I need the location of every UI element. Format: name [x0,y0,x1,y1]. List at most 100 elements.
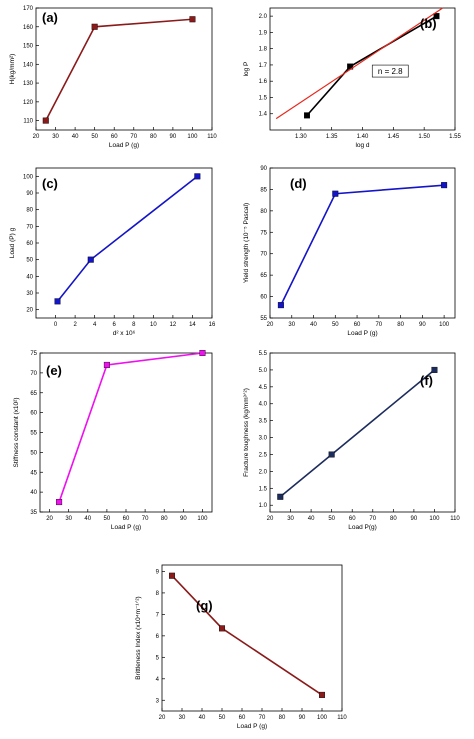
data-point [218,625,225,632]
x-tick-label: 100 [197,516,208,522]
plot-frame [269,167,456,319]
y-tick-label: 85 [260,187,267,193]
y-tick-label: 4.0 [259,402,268,408]
x-tick-label: 1.40 [357,134,369,140]
y-axis-label: log P [243,62,250,77]
x-tick-label: 10 [150,322,157,328]
x-tick-label: 20 [33,134,40,140]
panel-label: (a) [42,10,58,25]
y-tick-label: 170 [23,6,34,12]
x-tick-label: 90 [299,715,306,721]
series-line [306,15,437,116]
x-axis-label: Load P (g) [347,330,377,337]
plot-frame [39,352,213,513]
y-tick-label: 80 [260,209,267,215]
panel-label: (c) [42,176,58,191]
y-tick-label: 110 [23,119,33,125]
y-tick-label: 9 [156,569,160,575]
x-tick-label: 30 [287,516,294,522]
panel-e: 20 30 40 50 60 70 80 90 100 35 40 45 50 55 60 65 70 75 Loa… [13,350,213,531]
x-axis-label: Load P(g) [348,524,377,531]
x-tick-label: 50 [104,516,111,522]
x-tick-label: 30 [65,516,72,522]
y-tick-label: 6 [156,634,160,640]
x-tick-label: 40 [72,134,79,140]
y-tick-label: 50 [26,258,33,264]
y-tick-label: 55 [30,431,37,437]
x-tick-label: 1.50 [418,134,430,140]
y-tick-label: 40 [26,274,33,280]
data-point [277,302,284,309]
series-line [171,575,323,696]
x-tick-label: 60 [123,516,130,522]
panel-label: (g) [196,598,213,613]
y-tick-label: 60 [260,295,267,301]
series-line [56,175,198,302]
y-tick-label: 70 [260,252,267,258]
x-tick-label: 100 [187,134,198,140]
data-point [319,691,326,698]
x-tick-label: 80 [279,715,286,721]
y-axis-label: Stiffness constant (x10²) [13,398,20,468]
series-line [280,184,445,306]
data-point [54,298,61,305]
y-tick-label: 60 [26,241,33,247]
y-axis-label: Yield strength (10⁻⁵ Pascal) [243,203,250,283]
y-tick-label: 70 [30,371,37,377]
y-tick-label: 80 [26,208,33,214]
y-tick-label: 50 [30,450,37,456]
x-tick-label: 90 [419,322,426,328]
x-tick-label: 30 [179,715,186,721]
y-tick-label: 1.5 [259,95,268,101]
x-tick-label: 70 [369,516,376,522]
x-tick-label: 70 [375,322,382,328]
x-tick-label: 4 [93,322,97,328]
plot-frame [161,564,343,712]
y-tick-label: 2.0 [259,469,268,475]
panel-b: 1.30 1.35 1.40 1.45 1.50 1.55 1.4 1.5 1.6 1.7 1.8 1… [243,7,461,149]
y-tick-label: 3.5 [259,419,268,425]
x-tick-label: 50 [219,715,226,721]
y-tick-label: 1.6 [259,79,268,85]
y-tick-label: 100 [23,174,34,180]
x-tick-label: 90 [411,516,418,522]
x-tick-label: 40 [310,322,317,328]
x-tick-label: 1.45 [387,134,399,140]
x-tick-label: 110 [450,516,460,522]
annotation-text: n = 2.8 [378,67,403,76]
data-point [194,173,201,180]
x-tick-label: 50 [91,134,98,140]
y-tick-label: 5.5 [259,351,268,357]
y-tick-label: 5 [156,655,160,661]
panel-label: (b) [420,16,437,31]
y-tick-label: 3.0 [259,436,268,442]
y-tick-label: 140 [23,62,34,68]
data-point [87,256,94,263]
y-tick-label: 4.5 [259,385,268,391]
data-point [56,499,63,506]
plot-frame [35,7,213,131]
x-tick-label: 80 [150,134,157,140]
data-point [304,112,311,119]
panel-label: (e) [46,363,62,378]
x-tick-label: 70 [259,715,266,721]
x-tick-label: 100 [317,715,328,721]
y-tick-label: 20 [26,308,33,314]
y-tick-label: 90 [260,166,267,172]
y-tick-label: 1.5 [259,486,268,492]
x-tick-label: 20 [267,322,274,328]
data-point [328,451,335,458]
x-tick-label: 60 [111,134,118,140]
x-tick-label: 1.55 [449,134,461,140]
y-tick-label: 5.0 [259,368,268,374]
y-tick-label: 30 [26,291,33,297]
data-point [91,23,98,30]
data-point [277,493,284,500]
y-axis-label: H(kg/mm²) [9,54,16,85]
x-tick-label: 12 [170,322,177,328]
x-tick-label: 70 [130,134,137,140]
annotation-box [371,64,409,78]
y-axis-label: Brittleness Index (x10⁴m⁻¹ᐟ²) [135,596,142,679]
y-tick-label: 35 [30,510,37,516]
y-tick-label: 120 [23,100,34,106]
